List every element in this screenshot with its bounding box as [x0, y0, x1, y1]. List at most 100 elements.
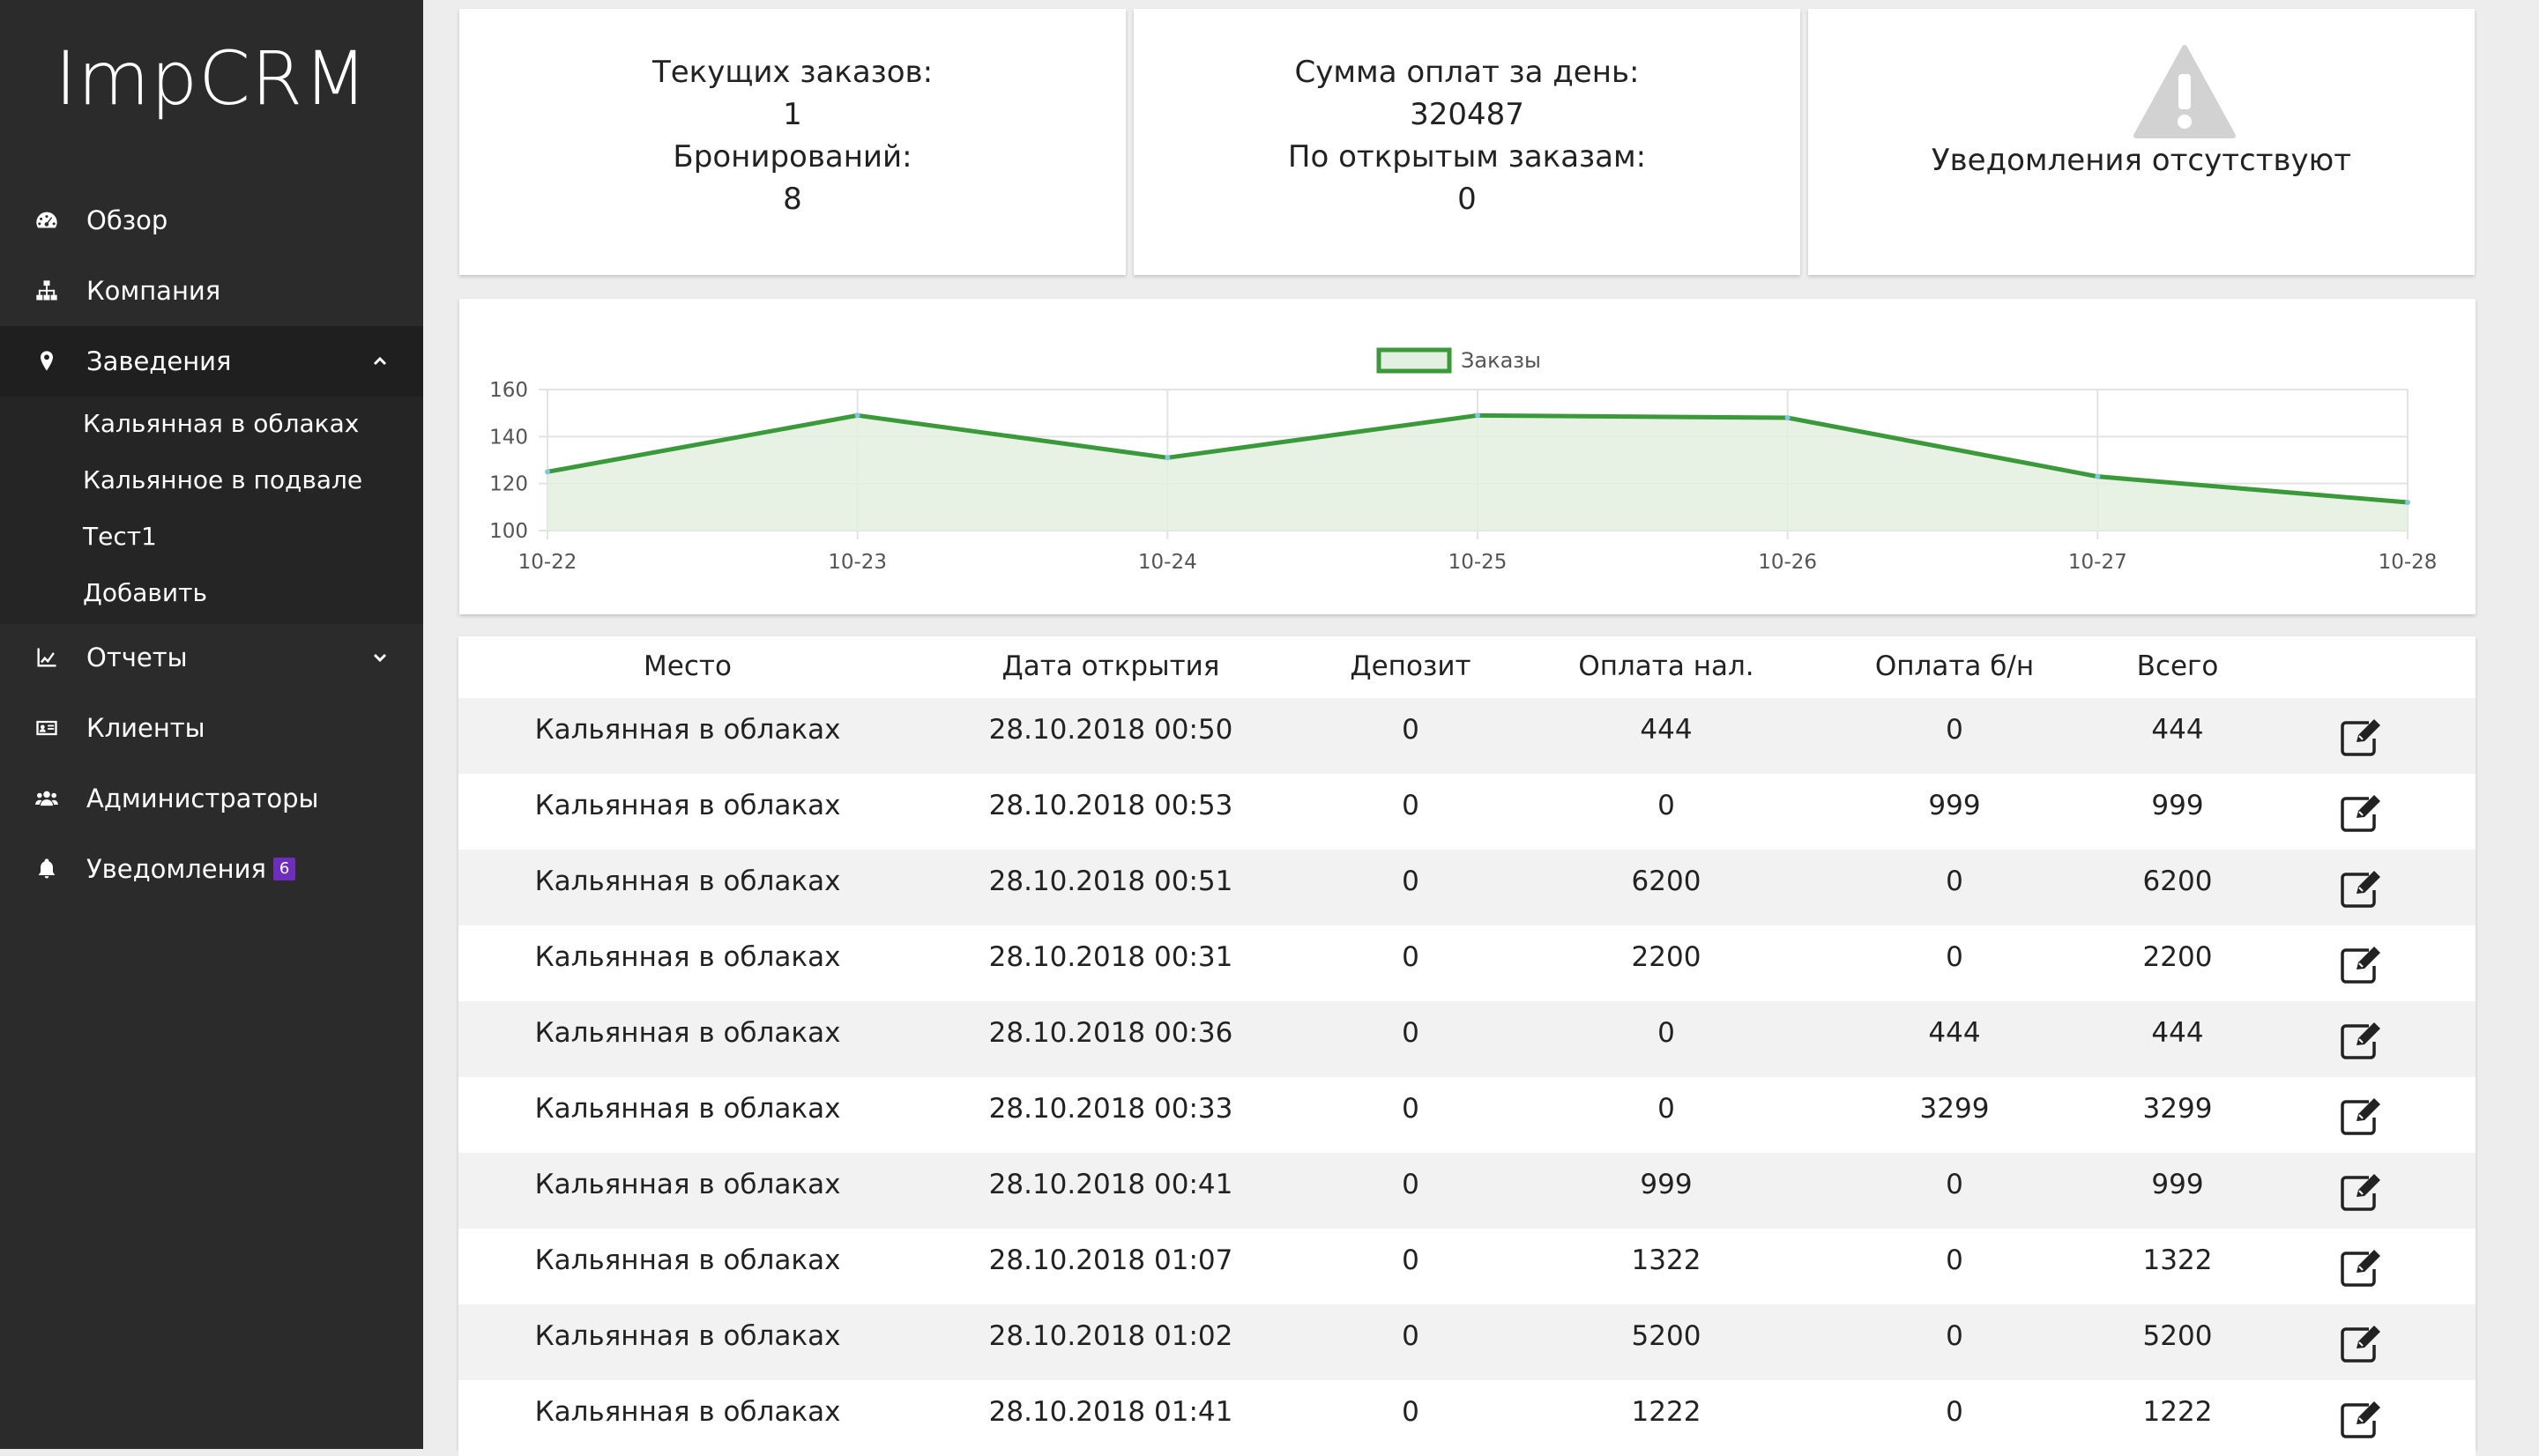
table-cell: Кальянная в облаках — [534, 865, 841, 897]
table-cell: 28.10.2018 01:07 — [988, 1244, 1233, 1276]
table-cell: 0 — [1402, 1320, 1419, 1352]
table-cell: 0 — [1402, 1017, 1419, 1049]
table-cell: 6200 — [1631, 865, 1701, 897]
table-cell: 999 — [1928, 790, 1981, 821]
sidebar-item-overview[interactable]: Обзор — [0, 185, 423, 256]
bell-icon — [34, 856, 60, 882]
x-tick-label: 10-27 — [2068, 551, 2127, 574]
table-cell: 1322 — [1631, 1244, 1701, 1276]
table-cell: 0 — [1946, 1169, 1963, 1200]
table-cell: Кальянная в облаках — [534, 1320, 841, 1352]
table-row: Кальянная в облаках 28.10.2018 00:33 0 0 329… — [458, 1077, 2476, 1153]
table-cell: 444 — [1928, 1017, 1981, 1049]
table-cell: 3299 — [2142, 1093, 2213, 1125]
table-cell: 0 — [1402, 865, 1419, 897]
table-cell: Кальянная в облаках — [534, 1017, 841, 1049]
submenu-item-venue-3[interactable]: Тест1 — [83, 522, 157, 551]
table-cell: 0 — [1402, 790, 1419, 821]
data-point — [1784, 415, 1791, 420]
table-cell: 0 — [1946, 865, 1963, 897]
table-cell: 0 — [1402, 1396, 1419, 1428]
table-cell: 1222 — [1631, 1396, 1701, 1428]
table-cell: 444 — [1640, 714, 1693, 746]
edit-order-button[interactable] — [2339, 1021, 2383, 1061]
sidebar-item-reports[interactable]: Отчеты — [0, 622, 423, 693]
x-tick-label: 10-26 — [1758, 551, 1817, 574]
column-header[interactable]: Депозит — [1350, 650, 1471, 682]
table-cell: 28.10.2018 00:50 — [988, 714, 1233, 746]
submenu-item-add[interactable]: Добавить — [83, 578, 207, 607]
table-cell: 0 — [1402, 714, 1419, 746]
column-header[interactable]: Оплата б/н — [1874, 650, 2035, 682]
edit-icon — [2341, 947, 2380, 984]
table-cell: 1222 — [2142, 1396, 2213, 1428]
edit-order-button[interactable] — [2339, 1172, 2383, 1213]
orders-stat-card: Текущих заказов: 1 Бронирований: 8 — [459, 9, 1126, 275]
data-point — [854, 412, 860, 419]
sidebar-item-venues[interactable]: Заведения — [0, 326, 423, 397]
table-cell: 0 — [1946, 1396, 1963, 1428]
submenu-item-venue-1[interactable]: Кальянная в облаках — [83, 409, 360, 438]
column-header[interactable]: Всего — [2136, 650, 2219, 682]
payments-label: Сумма оплат за день: — [1294, 55, 1640, 90]
sidebar-item-company[interactable]: Компания — [0, 256, 423, 326]
sidebar-item-clients[interactable]: Клиенты — [0, 693, 423, 763]
series-area — [547, 415, 2408, 531]
x-tick-label: 10-22 — [518, 551, 577, 574]
app-logo: ImpCRM — [55, 35, 369, 122]
line-chart-icon — [34, 644, 60, 671]
edit-order-button[interactable] — [2339, 1324, 2383, 1364]
edit-order-button[interactable] — [2339, 945, 2383, 985]
column-header[interactable]: Оплата нал. — [1578, 650, 1754, 682]
y-tick-label: 160 — [489, 379, 528, 402]
table-cell: 28.10.2018 00:33 — [988, 1093, 1233, 1125]
edit-order-button[interactable] — [2339, 717, 2383, 758]
edit-icon — [2341, 1326, 2380, 1363]
table-cell: 0 — [1657, 1017, 1675, 1049]
x-tick-label: 10-23 — [828, 551, 887, 574]
chevron-down-icon — [372, 622, 388, 693]
table-cell: 5200 — [2142, 1320, 2213, 1352]
table-row: Кальянная в облаках 28.10.2018 01:41 0 1222… — [458, 1380, 2476, 1456]
open-orders-label: По открытым заказам: — [1287, 139, 1647, 175]
edit-order-button[interactable] — [2339, 1400, 2383, 1440]
table-cell: 0 — [1657, 1093, 1675, 1125]
dashboard-icon — [34, 207, 60, 234]
edit-icon — [2341, 1250, 2380, 1287]
table-cell: 999 — [2151, 1169, 2204, 1200]
table-cell: 444 — [2151, 714, 2204, 746]
column-header[interactable]: Дата открытия — [1001, 650, 1220, 682]
table-row: Кальянная в облаках 28.10.2018 01:02 0 5200… — [458, 1304, 2476, 1380]
edit-order-button[interactable] — [2339, 1096, 2383, 1137]
table-cell: Кальянная в облаках — [534, 1169, 841, 1200]
orders-chart: 100 120 140 160 10-22 10-23 10-24 10-25 10-26 10-… — [489, 347, 2437, 574]
sidebar-item-notifications[interactable]: Уведомления 6 — [0, 834, 423, 904]
bookings-value: 8 — [783, 182, 802, 217]
edit-order-button[interactable] — [2339, 869, 2383, 910]
table-cell: 999 — [1640, 1169, 1693, 1200]
sidebar-item-label: Администраторы — [86, 784, 319, 813]
x-tick-label: 10-25 — [1448, 551, 1508, 574]
y-tick-label: 120 — [489, 473, 528, 496]
sidebar-item-label: Уведомления — [86, 854, 266, 884]
sidebar-item-label: Компания — [86, 276, 221, 306]
notifications-card: Уведомления отсутствуют — [1808, 9, 2475, 275]
bookings-label: Бронирований: — [673, 139, 912, 175]
table-cell: 28.10.2018 00:31 — [988, 941, 1233, 973]
table-cell: 5200 — [1631, 1320, 1701, 1352]
edit-order-button[interactable] — [2339, 793, 2383, 834]
sidebar-item-label: Отчеты — [86, 643, 188, 672]
notifications-count-badge: 6 — [272, 858, 296, 880]
sidebar-item-label: Обзор — [86, 205, 168, 235]
submenu-item-venue-2[interactable]: Кальянное в подвале — [83, 465, 363, 494]
venues-submenu: Кальянная в облаках Кальянное в подвале … — [0, 397, 423, 624]
no-notifications-text: Уведомления отсутствуют — [1931, 143, 2352, 178]
table-cell: 0 — [1946, 714, 1963, 746]
sidebar-item-admins[interactable]: Администраторы — [0, 763, 423, 834]
edit-order-button[interactable] — [2339, 1248, 2383, 1289]
column-header[interactable]: Место — [644, 650, 732, 682]
table-row: Кальянная в облаках 28.10.2018 00:53 0 0 999… — [458, 774, 2476, 850]
table-cell: 28.10.2018 00:53 — [988, 790, 1233, 821]
sitemap-icon — [34, 278, 60, 304]
data-point — [2095, 473, 2101, 479]
